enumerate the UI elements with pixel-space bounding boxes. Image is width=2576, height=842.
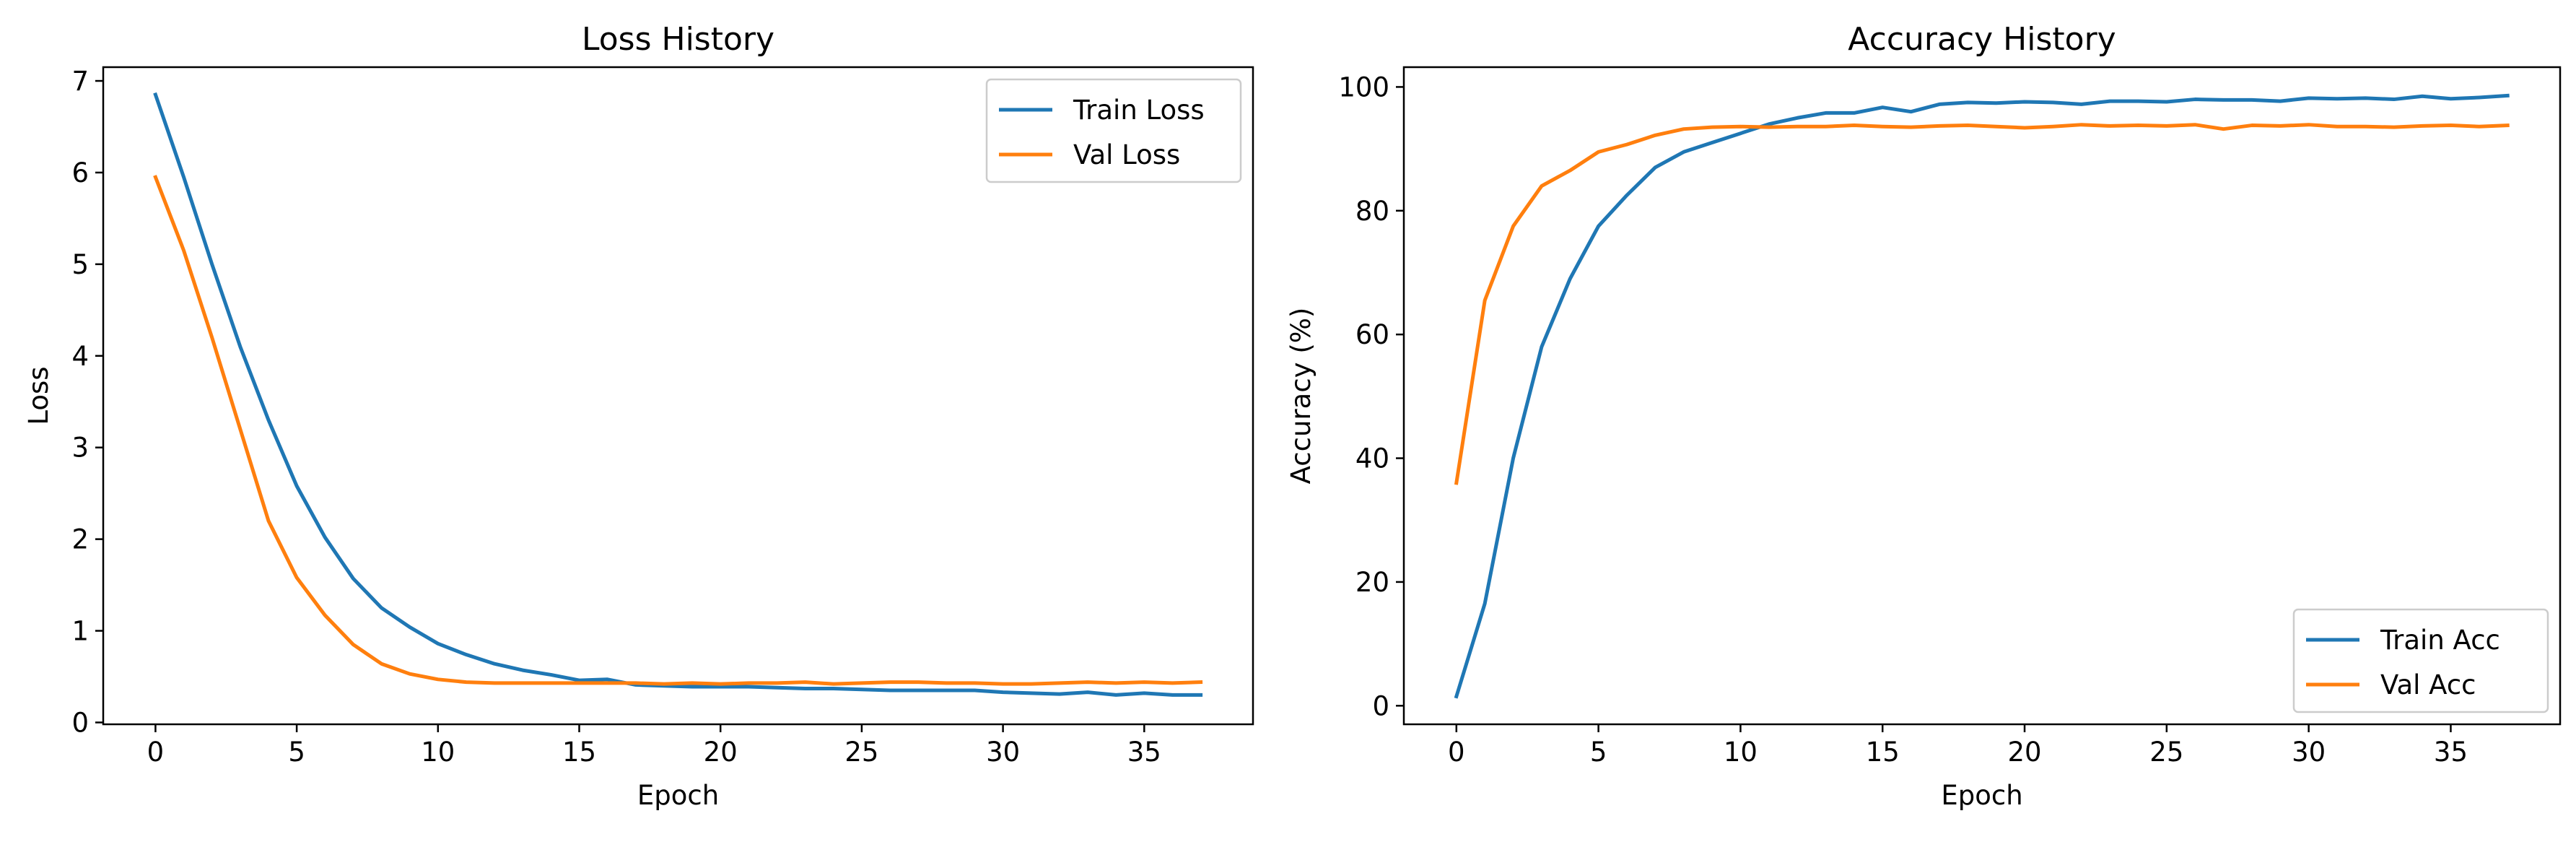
loss-x-tick-label: 25 [844, 737, 878, 768]
loss-y-tick-label: 3 [71, 433, 89, 464]
accuracy-y-tick-label: 40 [1355, 443, 1389, 474]
accuracy-x-tick-label: 15 [1866, 737, 1900, 768]
loss-legend-label: Val Loss [1073, 139, 1180, 170]
loss-series-line-train-loss [153, 92, 1203, 697]
accuracy-legend: Train Acc Val Acc [2292, 608, 2549, 713]
loss-x-tick-label: 35 [1127, 737, 1161, 768]
accuracy-y-tick-label: 20 [1355, 567, 1389, 598]
accuracy-x-tick-label: 25 [2149, 737, 2183, 768]
loss-y-tick-label: 4 [71, 341, 89, 372]
accuracy-x-tick-label: 0 [1448, 737, 1465, 768]
accuracy-legend-label: Train Acc [2380, 625, 2500, 656]
loss-x-tick-label: 30 [986, 737, 1020, 768]
accuracy-x-tick-label: 10 [1724, 737, 1758, 768]
accuracy-y-tick-label: 60 [1355, 319, 1389, 350]
loss-x-tick-label: 15 [562, 737, 596, 768]
loss-x-axis-label: Epoch [637, 780, 719, 811]
loss-x-tick-label: 0 [147, 737, 165, 768]
accuracy-y-tick-label: 100 [1338, 71, 1389, 103]
loss-axes-frame [102, 66, 1254, 726]
accuracy-x-tick-label: 30 [2292, 737, 2326, 768]
loss-y-tick-label: 5 [71, 249, 89, 280]
accuracy-y-tick-label: 80 [1355, 196, 1389, 227]
loss-chart: Loss History 0 5 10 15 20 25 30 35 0 1 2 3 4 5 6 7 Epoch L… [23, 21, 1254, 811]
accuracy-chart-title: Accuracy History [1848, 21, 2116, 58]
loss-y-tick-label: 1 [71, 616, 89, 647]
loss-x-tick-label: 5 [288, 737, 305, 768]
accuracy-axes-frame [1402, 66, 2562, 726]
loss-y-tick-label: 7 [71, 66, 89, 97]
loss-series-line-val-loss [153, 175, 1203, 686]
loss-series-group [153, 92, 1203, 697]
accuracy-x-tick-label: 35 [2434, 737, 2468, 768]
accuracy-series-line-val-acc [1454, 123, 2510, 485]
accuracy-x-tick-label: 5 [1590, 737, 1607, 768]
accuracy-x-tick-label: 20 [2007, 737, 2041, 768]
accuracy-chart: Accuracy History 0 5 10 15 20 25 30 35 0 20 40 60 80 1… [1285, 21, 2562, 811]
loss-x-tick-label: 10 [421, 737, 455, 768]
accuracy-x-axis-label: Epoch [1941, 780, 2022, 811]
loss-x-tick-label: 20 [704, 737, 738, 768]
loss-y-tick-label: 2 [71, 524, 89, 555]
accuracy-series-group [1454, 93, 2510, 699]
accuracy-legend-label: Val Acc [2380, 669, 2476, 700]
loss-chart-title: Loss History [582, 21, 774, 58]
loss-y-axis-label: Loss [23, 366, 54, 425]
loss-legend: Train Loss Val Loss [985, 78, 1242, 183]
accuracy-series-line-train-acc [1454, 93, 2510, 699]
accuracy-y-tick-label: 0 [1372, 690, 1389, 721]
loss-y-tick-label: 0 [71, 707, 89, 738]
accuracy-y-axis-label: Accuracy (%) [1285, 308, 1317, 485]
loss-legend-label: Train Loss [1073, 95, 1205, 126]
loss-y-tick-label: 6 [71, 157, 89, 188]
